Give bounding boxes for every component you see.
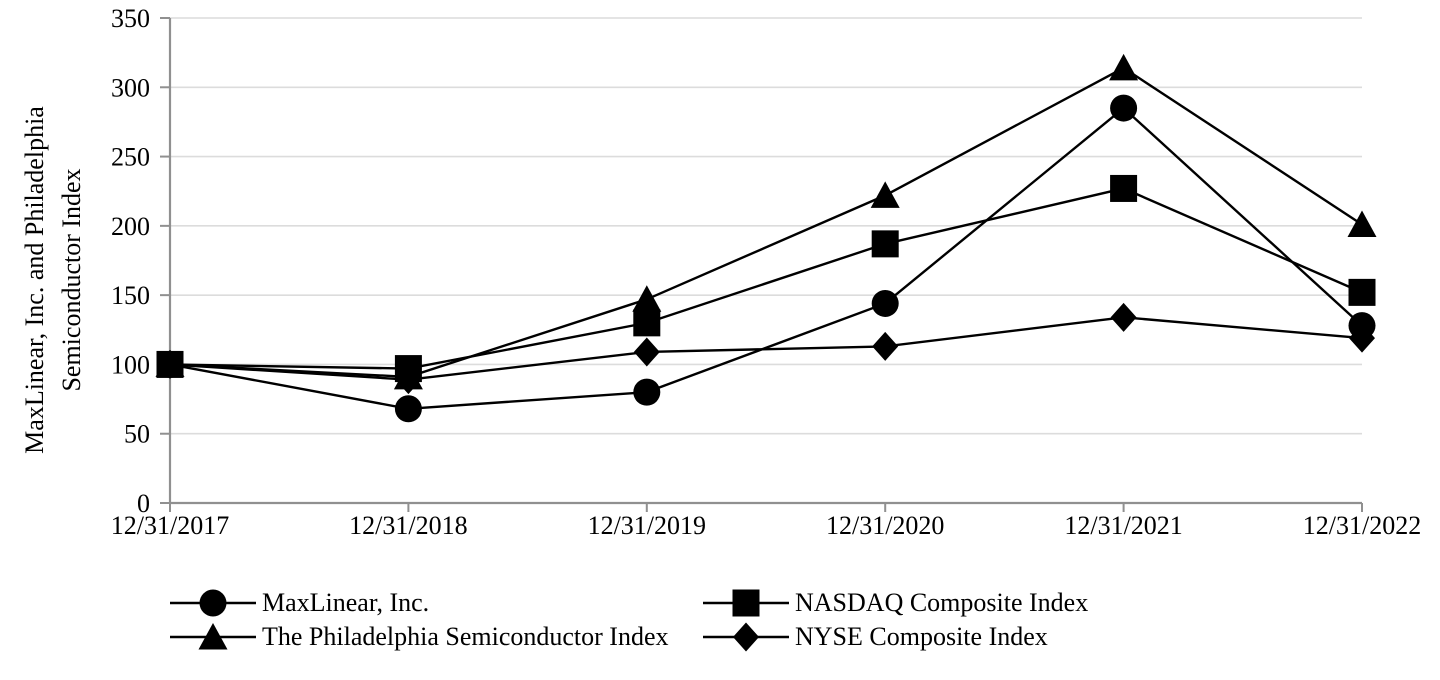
y-axis-title: MaxLinear, Inc. and Philadelphia Semicond… [20, 106, 86, 454]
legend-item-maxlinear: MaxLinear, Inc. [170, 586, 703, 620]
square-marker-icon [703, 589, 789, 617]
y-tick-label: 250 [111, 143, 150, 172]
chart-legend: MaxLinear, Inc. NASDAQ Composite Index T… [0, 586, 1440, 654]
square-marker [1348, 278, 1376, 306]
x-tick-label: 12/31/2021 [1064, 511, 1182, 540]
diamond-marker [1110, 302, 1137, 332]
gridlines [170, 17, 1362, 435]
markers-series-0 [156, 94, 1376, 423]
circle-marker [871, 289, 899, 317]
markers-series-2 [155, 53, 1377, 390]
legend-label-maxlinear: MaxLinear, Inc. [262, 588, 430, 617]
circle-marker-icon [170, 589, 256, 617]
series-line-2 [169, 66, 1363, 379]
circle-marker [394, 395, 422, 423]
series-markers [155, 53, 1377, 423]
square-marker [394, 355, 422, 383]
triangle-marker [870, 181, 900, 208]
circle-marker [633, 378, 661, 406]
legend-label-philadelphia-semiconductor: The Philadelphia Semiconductor Index [262, 622, 669, 651]
y-tick-label: 150 [111, 281, 150, 310]
y-tick-label: 50 [124, 420, 150, 449]
triangle-marker-icon [170, 623, 256, 650]
series-lines [169, 66, 1363, 410]
circle-marker [199, 589, 227, 617]
y-tick-label: 300 [111, 73, 150, 102]
square-marker [156, 350, 184, 378]
legend-item-philadelphia-semiconductor: The Philadelphia Semiconductor Index [170, 620, 703, 654]
diamond-marker [633, 337, 660, 367]
diamond-marker [733, 622, 759, 652]
triangle-marker [1347, 210, 1377, 237]
markers-series-1 [156, 174, 1376, 383]
x-tick-label: 12/31/2018 [349, 511, 467, 540]
legend-label-nyse: NYSE Composite Index [795, 622, 1048, 651]
square-marker [633, 309, 661, 337]
circle-marker [1348, 312, 1376, 340]
series-line-1 [169, 187, 1363, 370]
plot-area: 0 50 100 150 200 250 300 350 12/31/2017 12/31/201… [20, 4, 1421, 540]
legend-item-nasdaq: NASDAQ Composite Index [703, 586, 1440, 620]
y-tick-label: 100 [111, 350, 150, 379]
triangle-marker [198, 623, 228, 650]
square-marker [732, 589, 760, 617]
x-tick-label: 12/31/2022 [1303, 511, 1421, 540]
square-marker [871, 230, 899, 258]
y-tick-label: 0 [137, 489, 150, 518]
x-tick-label: 12/31/2020 [826, 511, 944, 540]
y-tick-label: 200 [111, 212, 150, 241]
axes: 0 50 100 150 200 250 300 350 12/31/2017 12/31/201… [111, 4, 1421, 540]
legend-item-nyse: NYSE Composite Index [703, 620, 1440, 654]
diamond-marker [872, 331, 899, 361]
diamond-marker-icon [703, 622, 789, 652]
triangle-marker [1109, 53, 1139, 81]
series-line-3 [169, 316, 1363, 381]
triangle-marker [632, 285, 662, 312]
x-tick-label: 12/31/2017 [111, 511, 229, 540]
square-marker [1110, 174, 1138, 202]
series-line-0 [169, 106, 1363, 410]
circle-marker [1110, 94, 1138, 122]
y-tick-label: 350 [111, 4, 150, 33]
x-tick-label: 12/31/2019 [588, 511, 706, 540]
legend-label-nasdaq: NASDAQ Composite Index [795, 588, 1089, 617]
